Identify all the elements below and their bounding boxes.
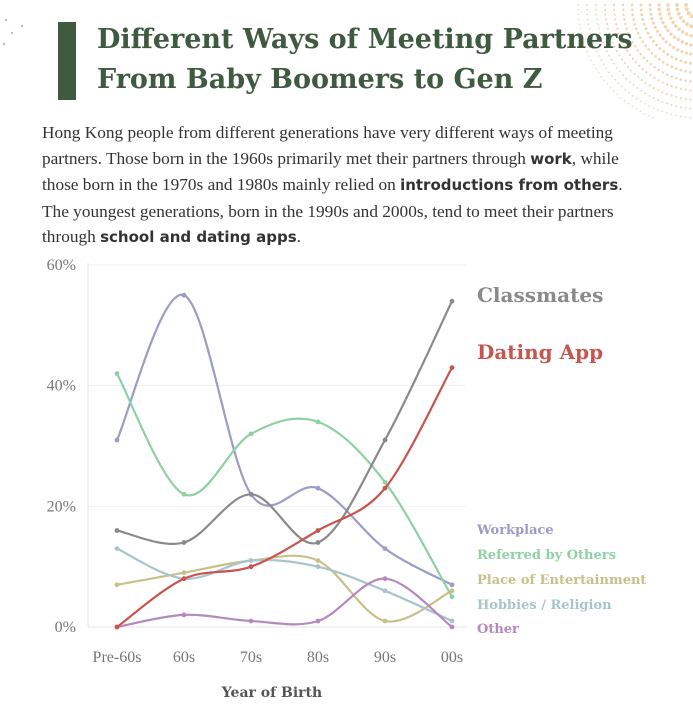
data-point-other [449, 624, 455, 630]
legend-label-hobbies-religion: Hobbies / Religion [477, 598, 612, 613]
data-point-dating-app [449, 365, 455, 370]
data-point-dating-app [248, 564, 254, 570]
legend-label-other: Other [477, 622, 519, 637]
data-point-workplace [449, 582, 455, 588]
data-point-referred-by-others [114, 371, 120, 376]
data-point-referred-by-others [449, 594, 455, 600]
description-part-1: Hong Kong people from different generati… [42, 123, 613, 168]
data-point-classmates [382, 437, 388, 443]
series-line-referred-by-others [115, 372, 454, 598]
page-title: Different Ways of Meeting Partners From … [97, 20, 633, 100]
x-tick-label: 70s [240, 649, 262, 666]
data-point-other [248, 618, 254, 624]
description-part-4: . [296, 227, 301, 247]
data-point-place-of-entertainment [114, 582, 120, 588]
description-part-2: , while those born in the 1970s and 1980… [42, 148, 619, 195]
y-tick-label: 20% [47, 498, 76, 515]
data-point-dating-app [315, 528, 321, 533]
x-axis-title: Year of Birth [221, 685, 322, 701]
title-accent-bar [58, 22, 76, 100]
y-tick-label: 0% [55, 619, 76, 636]
data-point-classmates [114, 528, 120, 533]
y-tick-label: 40% [47, 378, 76, 395]
data-point-referred-by-others [248, 431, 254, 437]
series-line-workplace [115, 294, 454, 586]
data-point-referred-by-others [382, 479, 388, 485]
data-point-workplace [114, 437, 120, 443]
x-tick-label: Pre-60s [93, 649, 142, 666]
description-bold-work: work [530, 149, 572, 168]
legend-label-referred-by-others: Referred by Others [477, 548, 616, 563]
data-point-classmates [449, 298, 455, 304]
data-point-classmates [315, 540, 321, 545]
data-point-other [315, 618, 321, 624]
title-line-1: Different Ways of Meeting Partners [97, 24, 633, 55]
data-point-dating-app [382, 485, 388, 491]
data-point-dating-app [114, 624, 120, 630]
data-point-other [181, 612, 187, 618]
description-bold-introductions: introductions from others [400, 176, 619, 195]
data-point-workplace [181, 292, 187, 298]
legend-label-place-of-entertainment: Place of Entertainment [477, 573, 646, 588]
data-point-workplace [315, 485, 321, 491]
series-line-hobbies-religion [115, 547, 454, 623]
series-line-dating-app [115, 366, 454, 629]
data-point-hobbies-religion [248, 558, 254, 563]
data-point-hobbies-religion [315, 564, 321, 570]
y-tick-label: 60% [47, 257, 76, 274]
data-point-other [382, 576, 388, 582]
data-point-classmates [248, 491, 254, 497]
x-tick-label: 90s [374, 649, 396, 666]
description-bold-school-apps: school and dating apps [100, 228, 297, 247]
legend-label-dating-app: Dating App [477, 340, 603, 364]
description-text: Hong Kong people from different generati… [42, 120, 647, 251]
data-point-hobbies-religion [382, 588, 388, 594]
x-tick-label: 60s [173, 649, 195, 666]
title-line-2: From Baby Boomers to Gen Z [97, 64, 543, 95]
x-tick-label: 00s [441, 649, 463, 666]
data-point-place-of-entertainment [382, 618, 388, 624]
series-line-other [115, 577, 454, 629]
description-part-3: . The youngest generations, born in the … [42, 175, 623, 247]
data-point-hobbies-religion [449, 618, 455, 624]
data-point-classmates [181, 540, 187, 545]
data-point-place-of-entertainment [181, 570, 187, 576]
data-point-dating-app [181, 576, 187, 582]
data-point-referred-by-others [315, 419, 321, 425]
legend-label-classmates: Classmates [477, 283, 603, 307]
data-point-place-of-entertainment [315, 558, 321, 563]
legend-label-workplace: Workplace [476, 523, 554, 538]
series-line-place-of-entertainment [115, 554, 454, 623]
data-point-referred-by-others [181, 491, 187, 497]
data-point-place-of-entertainment [449, 588, 455, 594]
data-point-hobbies-religion [114, 546, 120, 551]
x-tick-label: 80s [307, 649, 329, 666]
data-point-workplace [382, 546, 388, 551]
